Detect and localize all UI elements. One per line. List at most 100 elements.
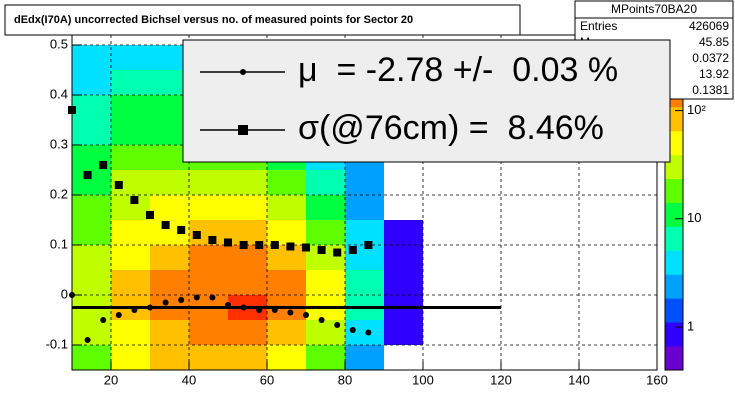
heat-cell [72, 245, 111, 270]
heat-cell [345, 195, 384, 220]
legend-marker [240, 69, 246, 75]
heat-cell [228, 245, 267, 270]
heat-cell [228, 345, 267, 370]
heat-cell [150, 345, 189, 370]
heat-cell [384, 320, 423, 345]
marker [146, 211, 154, 219]
legend-marker [238, 125, 248, 135]
heat-cell [72, 220, 111, 245]
heat-cell [384, 270, 423, 295]
colorbar-cell [665, 298, 683, 323]
marker [162, 299, 169, 306]
stats-title: MPoints70BA20 [611, 2, 697, 16]
marker [271, 307, 278, 313]
heat-cell [111, 120, 150, 145]
heat-cell [267, 220, 306, 245]
colorbar-cell [665, 226, 683, 251]
heat-cell [306, 170, 345, 195]
colorbar-cell [665, 274, 683, 299]
heat-cell [228, 220, 267, 245]
x-tick-label: 120 [490, 372, 512, 387]
heat-cell [72, 45, 111, 70]
x-tick-label: 60 [260, 372, 274, 387]
colorbar-cell [665, 322, 683, 347]
marker [209, 294, 216, 301]
marker [83, 171, 92, 179]
y-tick-label: 0.4 [50, 86, 68, 101]
heat-cell [72, 270, 111, 295]
legend-label: μ = -2.78 +/- 0.03 % [298, 51, 618, 89]
heat-cell [228, 195, 267, 220]
z-tick-label: 1 [687, 318, 694, 333]
marker [114, 181, 123, 189]
marker [334, 322, 341, 328]
marker [364, 241, 373, 249]
heat-cell [111, 145, 150, 170]
heat-cell [72, 95, 111, 120]
marker [302, 243, 310, 252]
stats-name: Entries [580, 19, 617, 33]
marker [255, 241, 264, 249]
heat-cell [150, 170, 189, 195]
heat-cell [345, 220, 384, 245]
marker [147, 304, 153, 311]
heat-cell [267, 195, 306, 220]
marker [317, 246, 326, 254]
heat-cell [111, 45, 150, 70]
heat-cell [345, 170, 384, 195]
heat-cell [189, 245, 228, 270]
marker [115, 312, 122, 318]
marker [131, 307, 138, 313]
heat-cell [267, 345, 306, 370]
heat-cell [267, 270, 306, 295]
heat-cell [345, 270, 384, 295]
marker [318, 317, 325, 323]
chart-title: dEdx(I70A) uncorrected Bichsel versus no… [14, 14, 413, 26]
marker [208, 236, 217, 244]
heat-cell [111, 320, 150, 345]
heat-cell [345, 320, 384, 345]
y-tick-label: 0 [61, 286, 68, 301]
marker [84, 337, 91, 343]
marker [99, 161, 108, 169]
x-tick-label: 140 [568, 372, 590, 387]
heat-cell [150, 320, 189, 345]
heat-cell [306, 220, 345, 245]
stats-value: 0.1381 [692, 83, 729, 97]
heat-cell [306, 270, 345, 295]
heat-cell [72, 70, 111, 95]
heat-cell [150, 245, 189, 270]
z-tick-label: 10² [687, 102, 706, 117]
colorbar-cell [665, 346, 683, 371]
marker [192, 231, 201, 239]
heat-cell [111, 270, 150, 295]
colorbar-cell [665, 250, 683, 275]
x-tick-label: 40 [182, 372, 196, 387]
marker [256, 307, 263, 313]
heat-cell [150, 270, 189, 295]
heat-cell [189, 320, 228, 345]
y-tick-label: 0.2 [50, 186, 68, 201]
heat-cell [228, 170, 267, 195]
heat-cell [111, 245, 150, 270]
heat-cell [72, 195, 111, 220]
heat-cell [189, 195, 228, 220]
stats-value: 0.0372 [692, 51, 729, 65]
heat-cell [111, 220, 150, 245]
x-tick-label: 20 [104, 372, 118, 387]
marker [287, 309, 294, 316]
marker [224, 238, 232, 247]
heat-cell [345, 345, 384, 370]
marker [240, 304, 247, 311]
heat-cell [228, 320, 267, 345]
legend: μ = -2.78 +/- 0.03 % σ(@76cm) = 8.46% [182, 39, 671, 163]
marker [225, 302, 231, 308]
marker [349, 327, 356, 333]
heat-cell [72, 120, 111, 145]
marker [239, 241, 248, 249]
heat-cell [72, 320, 111, 345]
heat-cell [111, 70, 150, 95]
x-tick-label: 100 [412, 372, 434, 387]
